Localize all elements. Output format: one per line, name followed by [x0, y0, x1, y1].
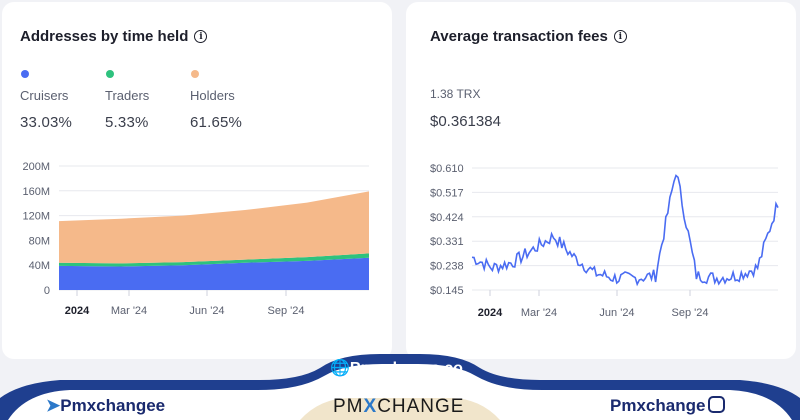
traders-area	[59, 253, 369, 267]
y-tick-label: 40M	[29, 260, 50, 272]
cruisers-area	[59, 257, 369, 290]
legend-item-holders[interactable]: Holders 61.65%	[190, 68, 280, 131]
x-tick-label: Jun '24	[189, 305, 224, 317]
telegram-icon: ➤	[46, 396, 61, 415]
x-tick-label: Mar '24	[111, 305, 147, 317]
banner-shape	[0, 354, 800, 420]
card-title: Average transaction fees i	[430, 28, 627, 45]
x-tick-label: 2024	[65, 305, 90, 317]
left-brand[interactable]: ➤Pmxchangee	[46, 396, 165, 416]
y-tick-label: $0.145	[430, 285, 464, 297]
left-brand-text: Pmxchangee	[60, 396, 166, 415]
info-icon[interactable]: i	[194, 30, 208, 43]
legend-value: 61.65%	[190, 114, 243, 131]
logo-text-right: CHANGE	[377, 396, 465, 417]
cruisers-dot	[21, 70, 29, 78]
legend-label: Holders	[190, 88, 235, 103]
traders-dot	[106, 70, 114, 78]
legend-label: Traders	[105, 88, 150, 103]
pmxchange-logo: PMXCHANGE	[333, 396, 464, 418]
y-tick-label: $0.331	[430, 236, 464, 248]
addresses-area-chart[interactable]: 0 40M 80M 120M 160M 200M 2024 Mar '24 Jun '24 Sep…	[2, 2, 392, 359]
y-tick-label: 0	[44, 285, 50, 297]
x-tick-label: Mar '24	[521, 307, 557, 319]
logo-x: X	[363, 396, 378, 417]
legend: Cruisers 33.03% Traders 5.33% Holders 61…	[20, 68, 280, 131]
fee-trx-value: 1.38 TRX	[430, 87, 481, 101]
right-brand-text: Pmxchange	[610, 396, 706, 415]
addresses-card: Addresses by time held i Cruisers 33.03%…	[2, 2, 392, 359]
addresses-title: Addresses by time held	[20, 28, 189, 45]
y-tick-label: 80M	[29, 235, 50, 247]
logo-text-left: PM	[333, 396, 364, 417]
y-tick-label: $0.424	[430, 212, 464, 224]
y-tick-label: 200M	[22, 161, 50, 173]
y-tick-label: $0.610	[430, 163, 464, 175]
right-brand[interactable]: Pmxchange	[610, 396, 726, 416]
pmxchange-banner: 🌐Pmxchange.co ➤Pmxchangee PMXCHANGE Pmxc…	[0, 350, 800, 420]
x-tick-label: 2024	[478, 307, 503, 319]
instagram-icon	[708, 396, 726, 413]
legend-value: 5.33%	[105, 114, 149, 131]
holders-area	[59, 191, 369, 264]
center-site-text: Pmxchange.co	[349, 360, 463, 377]
globe-icon: 🌐	[330, 360, 350, 377]
x-tick-label: Sep '24	[268, 305, 305, 317]
info-icon[interactable]: i	[613, 30, 627, 43]
legend-label: Cruisers	[20, 88, 69, 103]
fee-line	[471, 174, 779, 287]
fees-title: Average transaction fees	[430, 28, 608, 45]
y-tick-label: 120M	[22, 211, 50, 223]
card-title: Addresses by time held i	[20, 28, 208, 45]
fees-card: Average transaction fees i 1.38 TRX $0.3…	[406, 2, 796, 359]
holders-dot	[191, 70, 199, 78]
fee-usd-value: $0.361384	[430, 113, 501, 130]
center-site-link[interactable]: 🌐Pmxchange.co	[330, 358, 463, 378]
y-tick-label: 160M	[22, 186, 50, 198]
legend-value: 33.03%	[20, 114, 73, 131]
y-tick-label: $0.517	[430, 187, 464, 199]
x-tick-label: Jun '24	[599, 307, 634, 319]
x-tick-label: Sep '24	[672, 307, 709, 319]
legend-item-cruisers[interactable]: Cruisers 33.03%	[20, 68, 105, 131]
y-tick-label: $0.238	[430, 261, 464, 273]
legend-item-traders[interactable]: Traders 5.33%	[105, 68, 190, 131]
fees-line-chart[interactable]: $0.145 $0.238 $0.331 $0.424 $0.517 $0.610 2024…	[406, 2, 800, 359]
